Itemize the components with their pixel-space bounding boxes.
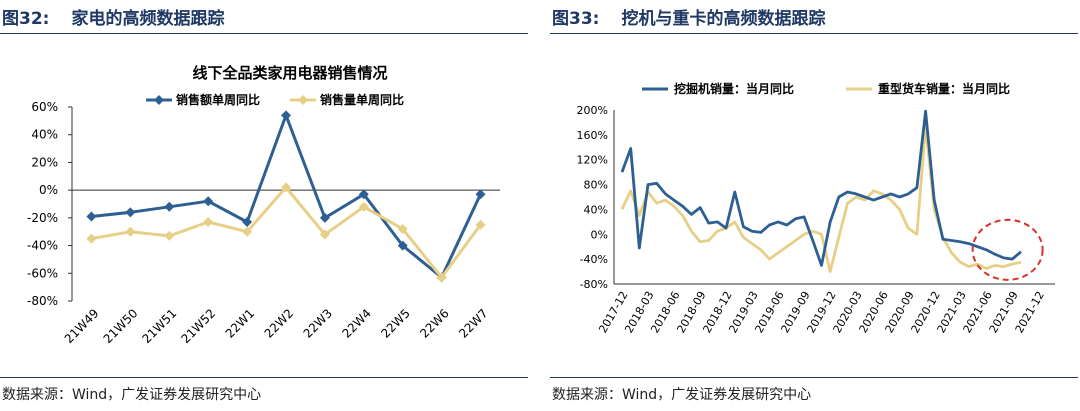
y-tick-label: 40% [584, 203, 608, 216]
y-tick-label: -40% [27, 239, 58, 253]
appliance-sales-chart: 线下全品类家用电器销售情况 销售额单周同比 销售量单周同比 60% 40% 20% 0… [27, 64, 500, 346]
data-point-sales-value [281, 110, 291, 121]
data-point-sales-value [475, 189, 486, 200]
y-tick-label: 20% [31, 155, 58, 169]
data-point-sales-volume [358, 201, 369, 212]
data-point-sales-volume [397, 223, 408, 234]
x-tick-label: 22W1 [223, 306, 257, 340]
data-point-sales-value [164, 201, 175, 212]
x-tick-label: 22W5 [378, 306, 412, 340]
chart-legend: 销售额单周同比 销售量单周同比 [146, 92, 404, 107]
highlight-circle [971, 218, 1044, 281]
series-line-excavator [620, 109, 1022, 267]
y-tick-label: 80% [584, 179, 608, 192]
data-point-sales-value [86, 211, 97, 222]
y-tick-label: 0% [39, 183, 58, 197]
data-point-sales-volume [203, 217, 214, 228]
y-tick-label: -80% [580, 278, 608, 291]
figure-33-panel: 图33: 挖机与重卡的高频数据跟踪 挖掘机销量：当月同比 重型货车销量：当月同比 … [550, 0, 1080, 411]
legend-marker-sales-value [154, 95, 164, 105]
y-tick-label: -40% [580, 253, 608, 266]
data-point-sales-volume [319, 229, 330, 240]
x-axis-ticks: 21W49 21W50 21W51 21W52 22W1 22W2 22W3 22W4 22W5… [62, 306, 491, 346]
chart-axes [613, 110, 1055, 285]
data-point-sales-volume [125, 226, 136, 237]
data-point-sales-volume [475, 219, 486, 230]
figure-33-title: 挖机与重卡的高频数据跟踪 [621, 9, 826, 29]
x-tick-label: 22W7 [456, 306, 490, 340]
figure-32-top-rule [0, 33, 528, 34]
x-tick-label: 22W6 [417, 306, 451, 340]
x-tick-label: 21W52 [178, 306, 218, 346]
figure-32-bottom-rule [0, 377, 528, 378]
y-tick-label: -60% [27, 266, 58, 280]
figure-32-source: 数据来源：Wind，广发证券发展研究中心 [2, 387, 262, 403]
chart-legend: 挖掘机销量：当月同比 重型货车销量：当月同比 [642, 81, 1010, 96]
x-tick-label: 22W3 [301, 306, 335, 340]
data-point-sales-value [397, 240, 408, 251]
data-point-sales-value [242, 217, 253, 228]
data-point-sales-volume [242, 226, 253, 237]
figure-33-heading: 图33: 挖机与重卡的高频数据跟踪 [552, 4, 825, 29]
y-tick-label: -20% [27, 211, 58, 225]
y-tick-label: 40% [31, 128, 58, 142]
legend-marker-sales-volume [298, 95, 308, 105]
x-tick-label: 21W50 [101, 306, 141, 346]
x-tick-label: 22W4 [339, 306, 373, 340]
figure-32-number: 图32: [2, 9, 50, 29]
y-axis-ticks: 60% 40% 20% 0% -20% -40% -60% -80% [27, 100, 58, 308]
figure-32-title: 家电的高频数据跟踪 [71, 9, 225, 29]
data-point-sales-value [203, 196, 214, 207]
x-tick-label: 21W49 [62, 306, 102, 346]
y-tick-label: 60% [31, 100, 58, 114]
data-point-sales-volume [281, 182, 291, 193]
figure-33-top-rule [550, 33, 1078, 34]
chart-series [86, 110, 486, 283]
x-axis-ticks: 2017-122018-032018-062018-092018-122019-… [596, 289, 1047, 335]
data-point-sales-value [125, 207, 136, 218]
figure-33-source: 数据来源：Wind，广发证券发展研究中心 [552, 387, 812, 403]
legend-label-excavator: 挖掘机销量：当月同比 [674, 81, 794, 96]
series-line-heavy-truck [620, 124, 1022, 274]
data-point-sales-value [319, 212, 330, 223]
legend-label-sales-volume: 销售量单周同比 [320, 92, 404, 107]
series-line-sales-volume [91, 185, 482, 279]
y-tick-label: 120% [577, 154, 608, 167]
legend-label-heavy-truck: 重型货车销量：当月同比 [878, 81, 1010, 96]
y-axis-ticks: 200% 160% 120% 80% 40% 0% -40% -80% [577, 104, 608, 291]
x-tick-label: 21W51 [140, 306, 180, 346]
chart-title: 线下全品类家用电器销售情况 [192, 64, 387, 82]
legend-label-sales-value: 销售额单周同比 [176, 92, 260, 107]
data-point-sales-value [358, 189, 369, 200]
excavator-truck-chart: 挖掘机销量：当月同比 重型货车销量：当月同比 200% 160% 120% 80% 40… [577, 81, 1055, 335]
figure-33-number: 图33: [552, 9, 600, 29]
y-tick-label: 160% [577, 129, 608, 142]
x-tick-label: 22W2 [262, 306, 296, 340]
chart-series [620, 109, 1022, 274]
data-point-sales-volume [164, 230, 175, 241]
data-point-sales-volume [436, 272, 447, 283]
figure-33-bottom-rule [550, 377, 1078, 378]
y-tick-label: 0% [591, 228, 608, 241]
figure-32-heading: 图32: 家电的高频数据跟踪 [2, 4, 224, 29]
data-point-sales-volume [86, 233, 97, 244]
figure-32-panel: 图32: 家电的高频数据跟踪 线下全品类家用电器销售情况 销售额单周同比 销售量单… [0, 0, 530, 411]
y-tick-label: 200% [577, 104, 608, 117]
y-tick-label: -80% [27, 294, 58, 308]
